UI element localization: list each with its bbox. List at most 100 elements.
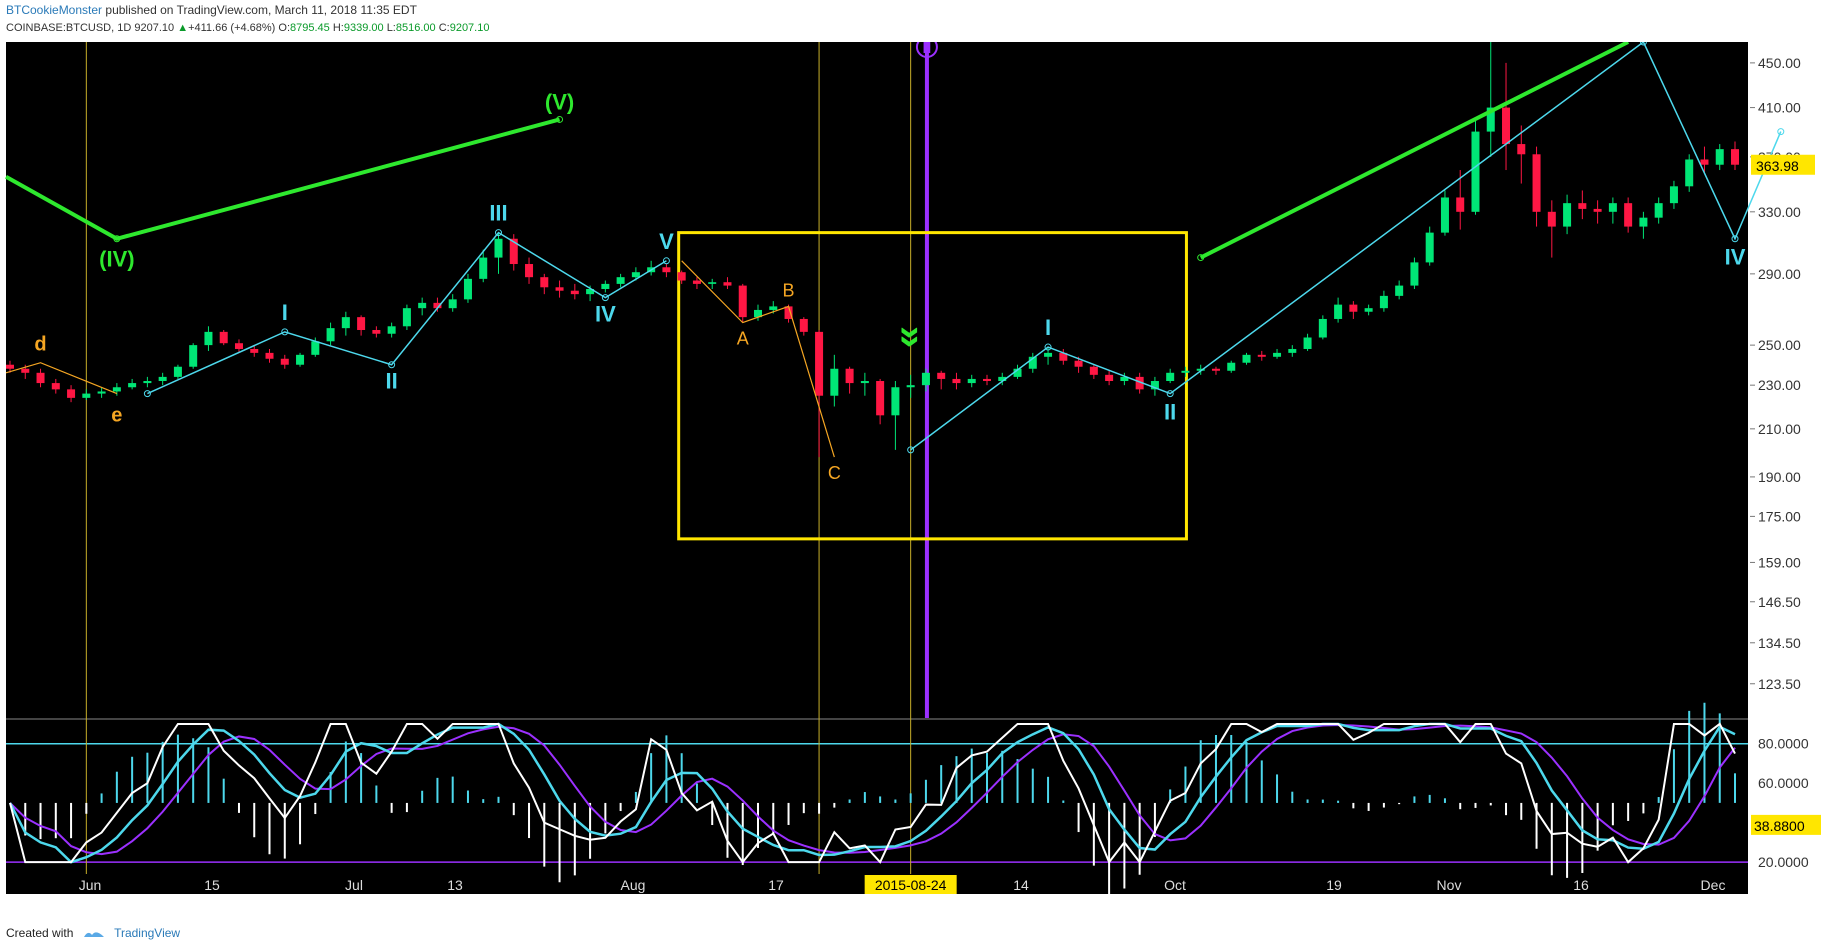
candle-body: [1013, 368, 1022, 377]
open-label: O:: [278, 22, 291, 34]
circled-wave-label: II: [922, 42, 931, 57]
candle-body: [937, 372, 946, 379]
candle-body: [1303, 337, 1312, 349]
candle-body: [1181, 370, 1190, 373]
candle-body: [952, 378, 961, 384]
time-tick-label: 16: [1573, 877, 1589, 893]
candle-body: [754, 309, 763, 318]
wave-point: [1777, 128, 1785, 136]
wave-label-green: (IV): [99, 247, 134, 272]
candle-body: [586, 288, 595, 295]
candle-body: [128, 383, 137, 388]
candle-body: [173, 366, 182, 377]
date-highlight-label: 2015-08-24: [875, 877, 947, 893]
candle-body: [1700, 159, 1709, 165]
price-pane: [6, 42, 1748, 718]
close-label: C:: [438, 22, 450, 34]
candle-body: [402, 308, 411, 327]
tradingview-link[interactable]: TradingView: [114, 926, 181, 940]
time-tick-label: Oct: [1164, 877, 1186, 893]
candle-body: [662, 267, 671, 273]
candle-body: [36, 372, 45, 384]
candle-body: [616, 277, 625, 284]
wave-point: [113, 235, 121, 243]
wave-point: [1197, 254, 1205, 262]
low-label: L:: [386, 22, 396, 34]
candle-body: [265, 352, 274, 359]
stoch-value-tag-label: 38.8800: [1754, 818, 1805, 834]
candle-body: [234, 343, 243, 349]
candle-body: [1242, 354, 1251, 363]
candle-body: [280, 358, 289, 365]
wave-label-cyan: II: [1164, 400, 1176, 425]
time-tick-label: 17: [768, 877, 784, 893]
time-tick-label: 15: [204, 877, 220, 893]
price-tick-label: 146.50: [1758, 594, 1801, 610]
candle-body: [860, 381, 869, 384]
wave-de-orange: [5, 362, 118, 395]
candle-body: [1578, 203, 1587, 209]
candle-body: [67, 389, 76, 398]
wave-label-cyan: V: [659, 229, 674, 254]
candle-body: [509, 238, 518, 265]
candle-body: [6, 364, 14, 369]
price-chart[interactable]: 450.00410.00370.00330.00290.00250.00230.…: [0, 42, 1822, 917]
price-tick-label: 175.00: [1758, 508, 1801, 524]
time-tick-label: Jun: [79, 877, 102, 893]
price-tick-label: 330.00: [1758, 204, 1801, 220]
candle-body: [1227, 362, 1236, 371]
candle-body: [1425, 232, 1434, 263]
candle-body: [82, 393, 91, 398]
candle-body: [1166, 372, 1175, 382]
highlight-box: [677, 231, 1188, 541]
close-value: 9207.10: [449, 22, 490, 34]
candle-body: [372, 330, 381, 334]
candle-body: [1395, 285, 1404, 296]
footer: Created with TradingView: [6, 926, 180, 940]
candle-body: [204, 331, 213, 346]
time-tick-label: 13: [447, 877, 463, 893]
candle-body: [1502, 107, 1511, 145]
candle-body: [1593, 208, 1602, 212]
candle-body: [189, 345, 198, 367]
candle-body: [525, 264, 534, 278]
candle-body: [357, 317, 366, 331]
stoch-tick-label: 60.0000: [1758, 775, 1809, 791]
time-tick-label: 19: [1326, 877, 1342, 893]
candle-body: [967, 378, 976, 384]
candle-body: [1410, 262, 1419, 286]
candle-body: [1517, 144, 1526, 155]
wave-label-cyan: IV: [595, 302, 616, 327]
candle-body: [1563, 203, 1572, 227]
price-tick-label: 230.00: [1758, 377, 1801, 393]
candle-body: [1486, 107, 1495, 132]
last-price-tag-label: 363.98: [1756, 158, 1799, 174]
wave-point: [601, 294, 609, 302]
stoch-tick-label: 20.0000: [1758, 854, 1809, 870]
candle-body: [311, 341, 320, 355]
candle-body: [784, 306, 793, 319]
high-value: 9339.00: [343, 22, 384, 34]
candle-body: [998, 376, 1007, 382]
wave-label-cyan: III: [489, 201, 507, 226]
candle-body: [1105, 374, 1114, 382]
change-up-icon: ▲: [177, 22, 189, 34]
candle-body: [1074, 360, 1083, 367]
wave-label-orange: A: [737, 329, 749, 349]
candle-body: [921, 372, 930, 386]
wave-point: [143, 390, 151, 398]
price-tick-label: 159.00: [1758, 554, 1801, 570]
price-tick-label: 250.00: [1758, 337, 1801, 353]
candle-body: [1639, 217, 1648, 227]
candle-body: [1288, 348, 1297, 353]
author-link[interactable]: BTCookieMonster: [6, 3, 103, 17]
candle-body: [1471, 131, 1480, 212]
candle-body: [494, 238, 503, 258]
candle-body: [1624, 203, 1633, 227]
circled-wave-marker: [915, 42, 938, 58]
candle-body: [341, 317, 350, 329]
wave-point: [494, 229, 502, 237]
wave-label-orange: d: [34, 334, 46, 356]
candle-body: [1654, 203, 1663, 218]
candle-body: [326, 328, 335, 342]
